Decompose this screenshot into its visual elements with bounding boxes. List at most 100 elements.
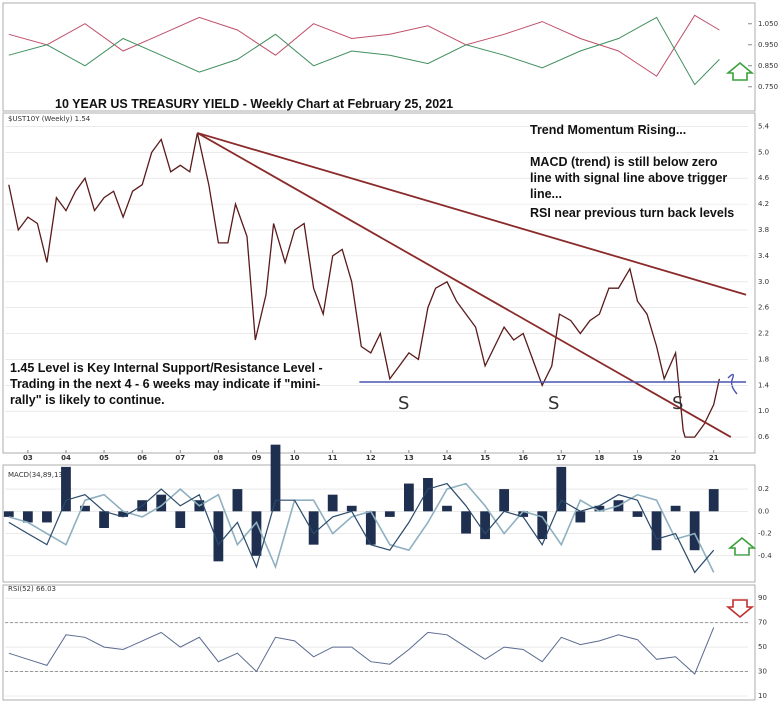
y-tick-label: 3.4 — [758, 252, 770, 260]
histogram-bar — [327, 494, 338, 512]
panel-title: RSI(52) 66.03 — [8, 585, 56, 593]
x-tick-label: 13 — [404, 454, 414, 462]
histogram-bar — [61, 466, 71, 512]
support-label: S — [398, 393, 409, 414]
hand-mark — [727, 373, 738, 395]
histogram-bar — [708, 489, 719, 512]
histogram-bar — [403, 483, 414, 512]
histogram-bar — [670, 505, 681, 512]
y-tick-label: 4.2 — [758, 200, 769, 208]
x-tick-label: 20 — [671, 454, 681, 462]
y-tick-label: 30 — [758, 668, 767, 676]
up-arrow — [727, 536, 757, 556]
annotation: 1.45 Level is Key Internal Support/Resis… — [10, 361, 323, 407]
y-tick-label: 10 — [758, 692, 767, 700]
histogram-bar — [99, 511, 109, 528]
x-tick-label: 07 — [175, 454, 185, 462]
y-tick-label: 0.0 — [758, 507, 769, 515]
x-tick-label: 06 — [137, 454, 147, 462]
support-label: S — [548, 393, 559, 414]
histogram-bar — [156, 494, 167, 512]
y-tick-label: 5.0 — [758, 148, 769, 156]
panel-title: MACD(34,89,13) — [8, 471, 66, 479]
x-tick-label: 05 — [99, 454, 109, 462]
series-line — [8, 627, 715, 675]
x-tick-label: 18 — [595, 454, 605, 462]
y-tick-label: 50 — [758, 643, 767, 651]
histogram-bar — [175, 511, 186, 528]
y-tick-label: 1.050 — [758, 20, 778, 28]
annotation: RSI near previous turn back levels — [530, 206, 735, 220]
x-tick-label: 17 — [556, 454, 566, 462]
signal-line — [8, 482, 715, 573]
y-tick-label: 5.4 — [758, 122, 770, 130]
macd-panel — [2, 464, 756, 583]
x-tick-label: 10 — [290, 454, 300, 462]
series-line — [8, 14, 720, 77]
histogram-bar — [251, 511, 262, 556]
histogram-bar — [22, 511, 33, 523]
x-tick-label: 15 — [480, 454, 490, 462]
y-tick-label: 0.850 — [758, 62, 778, 70]
histogram-bar — [537, 511, 548, 540]
histogram-bar — [480, 511, 490, 540]
histogram-bar — [213, 511, 224, 562]
down-arrow — [725, 599, 755, 619]
y-tick-label: 1.0 — [758, 407, 769, 415]
y-tick-label: 90 — [758, 594, 767, 602]
support-label: S — [672, 393, 683, 414]
trendline — [196, 132, 732, 438]
chart-title: 10 YEAR US TREASURY YIELD - Weekly Chart… — [55, 97, 454, 111]
y-tick-label: 0.750 — [758, 83, 778, 91]
price-panel — [2, 112, 756, 454]
series-line — [8, 16, 720, 86]
histogram-bar — [499, 489, 510, 512]
y-tick-label: 1.4 — [758, 381, 770, 389]
annotation: MACD (trend) is still below zero line wi… — [530, 155, 728, 201]
y-tick-label: 3.8 — [758, 226, 769, 234]
histogram-bar — [423, 478, 433, 512]
y-tick-label: 0.950 — [758, 41, 778, 49]
rsi-panel — [2, 584, 756, 701]
legend-entry: $UST10Y (Weekly) 1.54 — [8, 115, 91, 123]
histogram-bar — [575, 511, 586, 523]
histogram-bar — [384, 511, 395, 517]
x-tick-label: 09 — [252, 454, 262, 462]
histogram-bar — [442, 505, 452, 512]
y-tick-label: 4.6 — [758, 174, 770, 182]
x-tick-label: 14 — [442, 454, 452, 462]
x-tick-label: 21 — [709, 454, 719, 462]
y-tick-label: 1.8 — [758, 355, 769, 363]
y-tick-label: 0.2 — [758, 485, 769, 493]
histogram-bar — [118, 511, 129, 517]
histogram-bar — [232, 489, 243, 512]
x-tick-label: 12 — [366, 454, 376, 462]
histogram-bar — [270, 444, 281, 512]
annotation: Trend Momentum Rising... — [530, 123, 687, 137]
x-tick-label: 19 — [633, 454, 643, 462]
y-tick-label: -0.4 — [758, 552, 772, 560]
histogram-bar — [632, 511, 643, 517]
histogram-bar — [308, 511, 319, 545]
histogram-bar — [594, 505, 605, 512]
histogram-bar — [365, 511, 376, 545]
y-tick-label: 0.6 — [758, 433, 770, 441]
y-tick-label: 2.6 — [758, 304, 770, 312]
x-tick-label: 11 — [328, 454, 338, 462]
histogram-bar — [556, 466, 567, 512]
ratio-panel — [2, 2, 756, 112]
histogram-bar — [518, 511, 529, 517]
x-tick-label: 03 — [23, 454, 33, 462]
y-tick-label: -0.2 — [758, 530, 772, 538]
histogram-bar — [346, 505, 357, 512]
series-line — [8, 132, 721, 438]
histogram-bar — [80, 505, 90, 512]
y-tick-label: 70 — [758, 619, 767, 627]
x-tick-label: 04 — [61, 454, 71, 462]
x-tick-label: 16 — [518, 454, 528, 462]
macd-line — [8, 482, 715, 574]
x-tick-label: 08 — [213, 454, 223, 462]
histogram-bar — [42, 511, 52, 523]
